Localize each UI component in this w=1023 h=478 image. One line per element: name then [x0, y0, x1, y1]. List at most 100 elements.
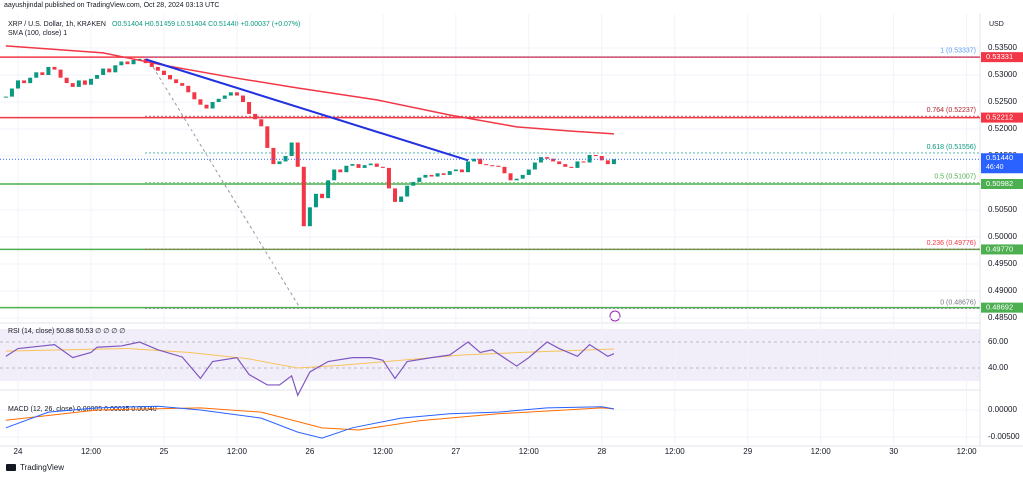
candle — [502, 166, 507, 174]
candle — [581, 161, 586, 163]
candle — [210, 102, 215, 109]
candle — [435, 173, 440, 177]
candle — [538, 157, 543, 163]
candle — [393, 188, 398, 202]
candle — [465, 161, 470, 173]
candle — [247, 102, 252, 114]
candle — [277, 161, 282, 165]
candle — [155, 66, 160, 71]
candle — [520, 174, 525, 179]
y-tick-label: 0.52500 — [988, 97, 1017, 106]
trend-line — [145, 58, 469, 162]
fib-label: 0.764 (0.52237) — [927, 107, 976, 114]
candle — [545, 157, 550, 159]
candle — [289, 142, 294, 157]
candle — [192, 92, 197, 100]
y-tick-label: 0.49500 — [988, 259, 1017, 268]
candle — [301, 166, 306, 227]
rsi-tick-label: 60.00 — [988, 337, 1009, 346]
candle — [295, 142, 300, 167]
candle — [204, 104, 209, 109]
candle — [253, 113, 258, 120]
rsi-tick-label: 40.00 — [988, 363, 1009, 372]
candle — [15, 80, 20, 89]
candle — [313, 193, 318, 208]
rsi-line — [5, 341, 615, 397]
candle — [216, 98, 221, 103]
candle — [563, 164, 568, 167]
candle — [161, 70, 166, 76]
candle — [532, 162, 537, 170]
candle — [271, 147, 276, 165]
candle — [441, 173, 446, 175]
candle — [307, 207, 312, 227]
candle — [198, 99, 203, 105]
candle — [326, 180, 331, 199]
macd-line — [5, 405, 615, 439]
candle — [399, 196, 404, 202]
candle — [125, 61, 130, 65]
candle — [611, 159, 616, 165]
candle — [429, 174, 434, 177]
candle — [356, 164, 361, 168]
brand: TradingView — [20, 463, 64, 472]
candle — [131, 59, 136, 65]
y-tick-label: 0.49000 — [988, 286, 1017, 295]
candle — [58, 69, 63, 78]
candle — [575, 161, 580, 168]
candle — [472, 158, 477, 162]
y-tick-label: 0.50500 — [988, 205, 1017, 214]
candle — [113, 65, 118, 73]
fib-label: 0.5 (0.51007) — [934, 173, 976, 180]
countdown: 46:40 — [986, 164, 1004, 171]
y-tick-label: 0.52000 — [988, 124, 1017, 133]
fib-diagonal — [149, 61, 301, 309]
fib-label: 0 (0.48676) — [940, 299, 976, 306]
event-icon[interactable] — [609, 310, 621, 322]
last-price-box — [981, 153, 1023, 174]
candle — [283, 156, 288, 162]
candle — [88, 78, 93, 85]
candle — [551, 158, 556, 162]
y-tick-label: 0.50000 — [988, 232, 1017, 241]
candle — [605, 160, 610, 165]
candle — [484, 164, 489, 166]
candle — [119, 61, 124, 66]
sma-line — [5, 45, 614, 135]
price-box-label: 0.48692 — [986, 303, 1013, 312]
candle — [593, 154, 598, 157]
candle — [234, 92, 239, 96]
candle — [453, 169, 458, 172]
candle — [240, 95, 245, 103]
brand-logo — [6, 464, 16, 471]
candle — [320, 193, 325, 199]
candle — [496, 165, 501, 167]
candle — [362, 165, 367, 168]
y-tick-label: 0.53000 — [988, 70, 1017, 79]
y-tick-label: 0.48500 — [988, 313, 1017, 322]
candle — [168, 75, 173, 80]
publisher: aayushjindal published on TradingView.co… — [4, 2, 219, 9]
candle — [76, 80, 81, 87]
macd-tick-label: -0.00500 — [988, 432, 1020, 441]
x-tick-label: 12:00 — [373, 447, 394, 456]
candle — [95, 75, 100, 79]
candle — [599, 156, 604, 161]
candle — [508, 173, 513, 181]
x-tick-label: 29 — [743, 447, 752, 456]
candle — [70, 83, 75, 87]
candle — [569, 166, 574, 168]
candle — [338, 169, 343, 173]
candle — [40, 72, 45, 76]
candle — [82, 80, 87, 85]
price-box — [981, 244, 1023, 255]
x-tick-label: 12:00 — [81, 447, 102, 456]
currency: USD — [989, 21, 1004, 28]
ohlc: O0.51404 H0.51459 L0.51404 C0.51440 +0.0… — [112, 21, 300, 28]
candle — [259, 119, 264, 127]
x-tick-label: 25 — [159, 447, 168, 456]
last-price-label: 0.51440 — [986, 153, 1013, 162]
fib-label: 0.236 (0.49776) — [927, 240, 976, 247]
candle — [137, 58, 142, 60]
